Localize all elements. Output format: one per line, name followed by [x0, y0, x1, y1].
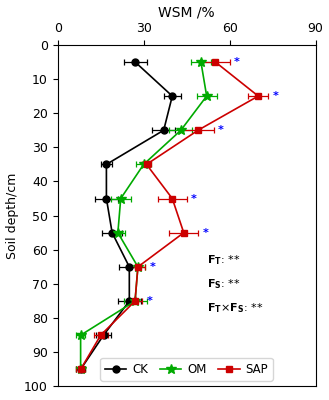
Text: $\mathbf{F_S}$: **: $\mathbf{F_S}$: **	[207, 277, 240, 291]
Text: *: *	[272, 91, 278, 101]
X-axis label: WSM /%: WSM /%	[158, 6, 215, 20]
Text: $\mathbf{F_T}$$\times$$\mathbf{F_S}$: **: $\mathbf{F_T}$$\times$$\mathbf{F_S}$: **	[207, 301, 263, 315]
Text: *: *	[218, 125, 224, 135]
Legend: CK, OM, SAP: CK, OM, SAP	[100, 358, 273, 380]
Text: *: *	[202, 228, 208, 238]
Text: *: *	[191, 194, 197, 204]
Text: *: *	[149, 262, 155, 272]
Text: *: *	[146, 296, 152, 306]
Text: $\mathbf{F_T}$: **: $\mathbf{F_T}$: **	[207, 253, 240, 267]
Text: *: *	[234, 57, 240, 67]
Y-axis label: Soil depth/cm: Soil depth/cm	[6, 172, 18, 259]
